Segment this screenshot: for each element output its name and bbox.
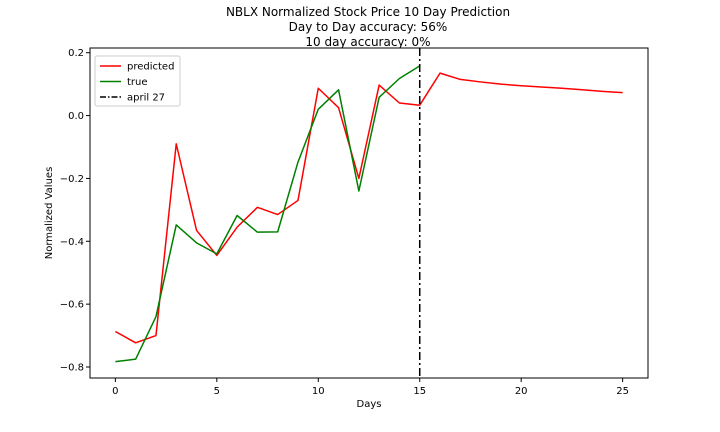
y-axis: −0.8 −0.6 −0.4 −0.2 0.0 0.2 <box>60 48 90 374</box>
y-tick-label: −0.6 <box>60 300 84 311</box>
title-line-2: Day to Day accuracy: 56% <box>289 20 448 34</box>
x-axis: 0 5 10 15 20 25 <box>112 378 629 397</box>
plot-area <box>89 47 649 379</box>
y-tick-label: −0.8 <box>60 363 84 374</box>
legend-label: predicted <box>127 62 174 73</box>
legend-label: april 27 <box>127 93 165 104</box>
legend-label: true <box>127 77 148 88</box>
y-tick-label: −0.2 <box>60 174 84 185</box>
x-tick-label: 0 <box>112 386 118 397</box>
legend-box <box>94 55 181 107</box>
x-tick-label: 15 <box>413 386 426 397</box>
y-tick-label: 0.2 <box>68 48 84 59</box>
title-line-1: NBLX Normalized Stock Price 10 Day Predi… <box>226 5 510 19</box>
title-line-3: 10 day accuracy: 0% <box>305 35 430 49</box>
x-tick-label: 10 <box>312 386 325 397</box>
series-layer <box>114 65 623 363</box>
x-tick-label: 20 <box>515 386 528 397</box>
series-line-predicted <box>114 72 623 344</box>
x-tick-label: 5 <box>214 386 220 397</box>
y-tick-label: −0.4 <box>60 237 84 248</box>
y-tick-label: 0.0 <box>68 111 84 122</box>
x-axis-label: Days <box>357 399 382 410</box>
axes-frame <box>89 47 649 379</box>
legend: predicted true april 27 <box>94 55 181 107</box>
chart-title: NBLX Normalized Stock Price 10 Day Predi… <box>226 5 510 49</box>
x-tick-label: 25 <box>616 386 629 397</box>
series-line-true <box>115 65 421 363</box>
y-axis-label: Normalized Values <box>44 167 55 260</box>
